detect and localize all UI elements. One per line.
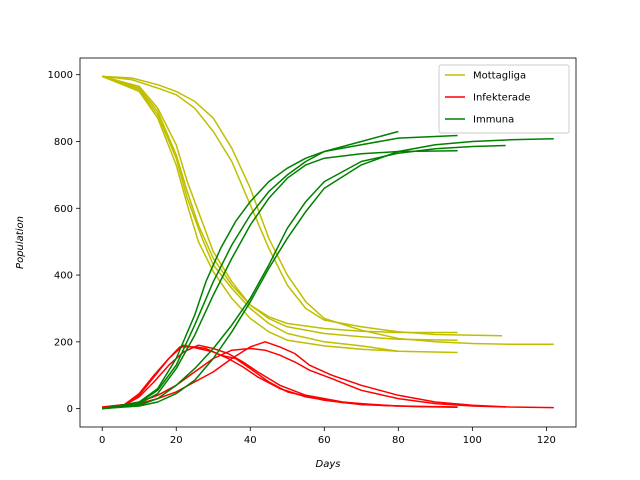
series-line-mottagliga-2 xyxy=(102,75,458,341)
series-line-immuna-15 xyxy=(102,144,506,410)
x-tick-label: 0 xyxy=(99,435,105,446)
series-line-mottagliga-3 xyxy=(101,75,458,354)
series-line-mottagliga-5 xyxy=(102,75,503,337)
x-tick-label: 60 xyxy=(318,435,331,446)
legend: Mottagliga Infekterade Immuna xyxy=(438,64,570,134)
series-line-mottagliga-6 xyxy=(102,75,554,345)
y-tick-label: 800 xyxy=(54,137,73,148)
x-tick-label: 120 xyxy=(537,435,556,446)
series-line-immuna-16 xyxy=(102,138,554,410)
x-tick-label: 40 xyxy=(244,435,257,446)
series-line-mottagliga-1 xyxy=(101,75,458,334)
series-line-infekterade-10 xyxy=(102,347,506,409)
y-tick-label: 1000 xyxy=(48,70,73,81)
series-line-immuna-14 xyxy=(102,150,458,410)
y-tick-label: 0 xyxy=(67,404,73,415)
x-tick-label: 80 xyxy=(392,435,405,446)
x-tick-label: 20 xyxy=(170,435,183,446)
x-axis-ticks: 0 20 40 60 80 100 120 xyxy=(99,427,556,446)
y-tick-label: 200 xyxy=(54,337,73,348)
x-tick-label: 100 xyxy=(463,435,482,446)
legend-label-mottagliga: Mottagliga xyxy=(473,71,526,82)
legend-label-infekterade: Infekterade xyxy=(473,93,531,104)
series-line-infekterade-9 xyxy=(102,344,399,409)
x-axis-label: Days xyxy=(316,459,341,470)
series-lines xyxy=(101,75,554,410)
y-axis-label: Population xyxy=(15,216,26,269)
plot-frame xyxy=(79,57,577,428)
y-tick-label: 600 xyxy=(54,204,73,215)
y-tick-label: 400 xyxy=(54,271,73,282)
y-axis-ticks: 0 200 400 600 800 1000 xyxy=(48,70,80,415)
legend-label-immuna: Immuna xyxy=(473,115,514,126)
legend-box xyxy=(438,64,570,134)
series-line-infekterade-11 xyxy=(102,341,554,409)
series-line-immuna-13 xyxy=(102,130,399,410)
series-line-immuna-12 xyxy=(102,134,458,410)
